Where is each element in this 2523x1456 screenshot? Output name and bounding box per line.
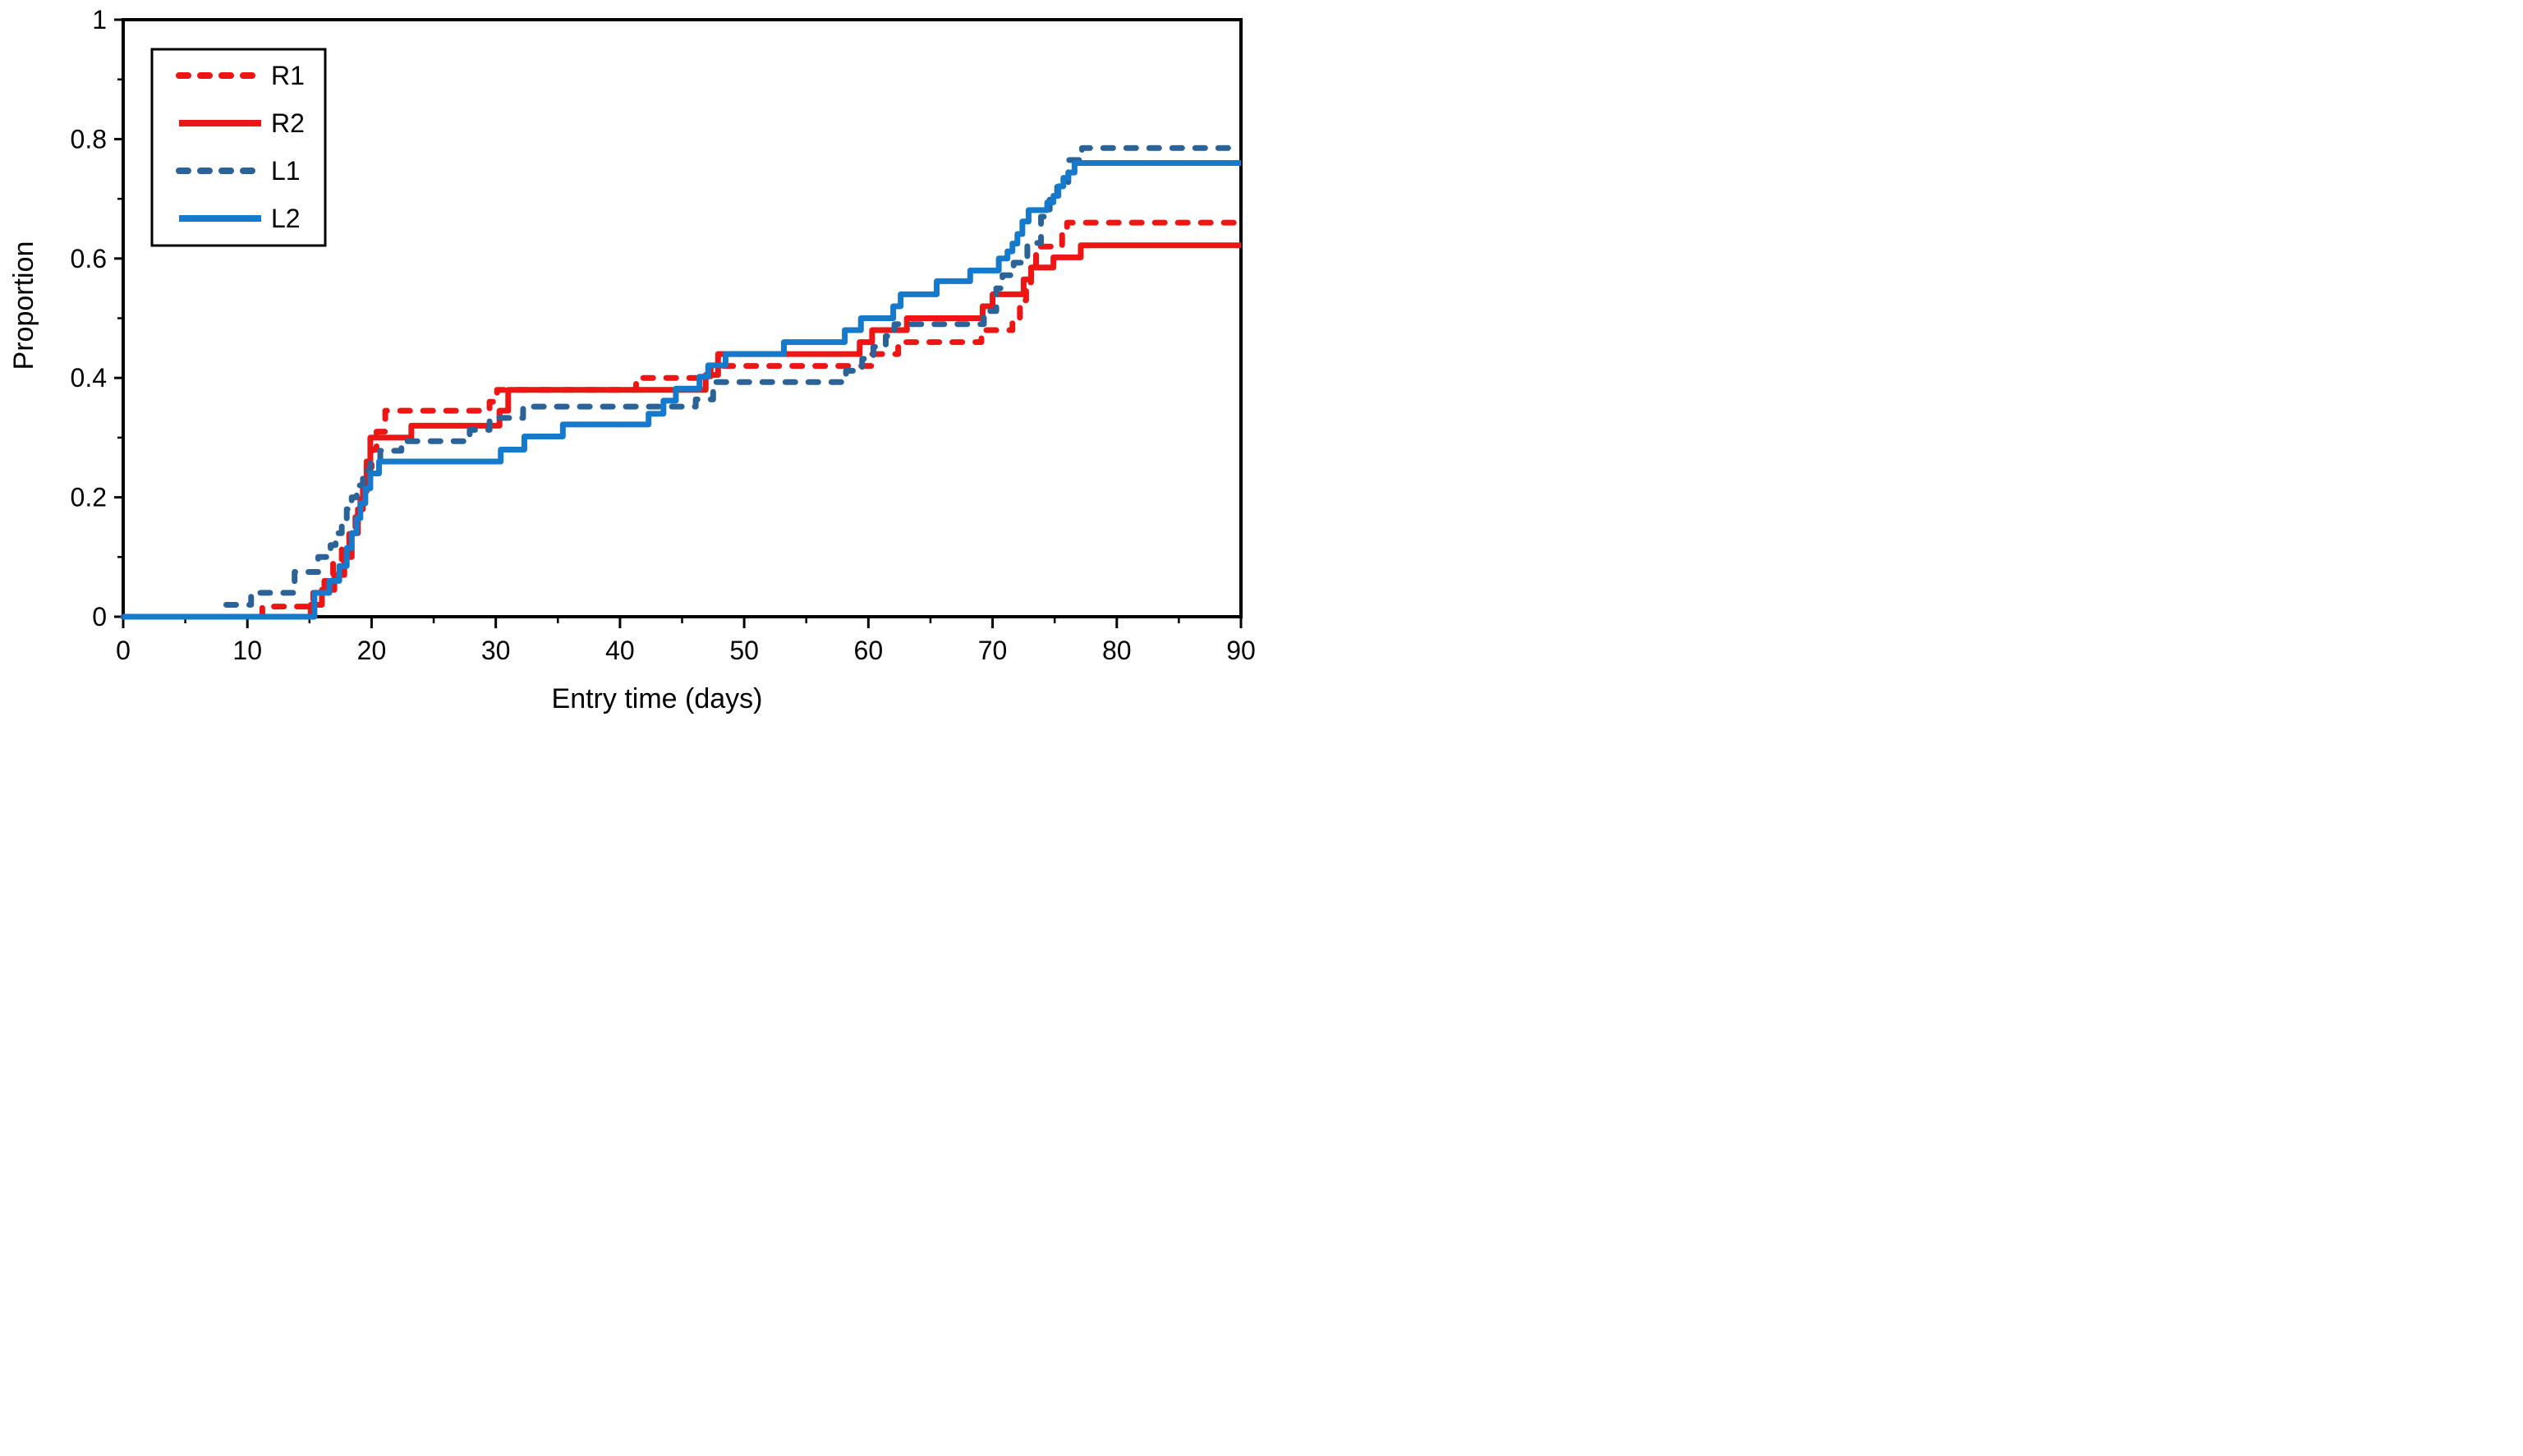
x-tick-label: 40: [605, 636, 635, 665]
x-tick-label: 80: [1102, 636, 1132, 665]
series-line-R1: [120, 219, 1244, 620]
legend-label-R2: R2: [271, 108, 305, 138]
legend: R1 R2 L1 L2: [150, 48, 327, 247]
x-tick-label: 30: [481, 636, 511, 665]
series-line-L1: [120, 145, 1244, 620]
y-tick-label: 1: [92, 5, 107, 34]
y-tick-label: 0.8: [71, 124, 107, 154]
legend-label-L1: L1: [271, 156, 301, 186]
y-tick-label: 0.2: [71, 483, 107, 512]
y-tick-label: 0.4: [71, 363, 107, 393]
step-chart-figure: 0 10 20 30 40 50 60 70 80 90 0 0.2 0.4 0.6 0.8 1 R1 R2 L1…: [0, 0, 1262, 728]
x-tick-label: 70: [978, 636, 1008, 665]
data-series-group: [120, 145, 1244, 620]
series-line-L2: [123, 159, 1241, 620]
y-axis-title: Proportion: [8, 241, 39, 370]
x-tick-label: 50: [729, 636, 759, 665]
x-tick-label: 20: [357, 636, 387, 665]
axis-ticks: [114, 18, 1243, 628]
axis-tick-labels: 0 10 20 30 40 50 60 70 80 90 0 0.2 0.4 0.6 0.8 1: [71, 5, 1256, 665]
x-tick-label: 60: [854, 636, 884, 665]
y-tick-label: 0.6: [71, 244, 107, 273]
chart-canvas: 0 10 20 30 40 50 60 70 80 90 0 0.2 0.4 0.6 0.8 1 R1 R2 L1…: [0, 0, 1262, 728]
legend-label-L2: L2: [271, 204, 301, 233]
y-tick-label: 0: [92, 602, 107, 632]
x-tick-label: 0: [116, 636, 131, 665]
legend-label-R1: R1: [271, 61, 305, 90]
x-tick-label: 90: [1226, 636, 1256, 665]
x-axis-title: Entry time (days): [552, 683, 763, 714]
x-tick-label: 10: [232, 636, 262, 665]
legend-box: [150, 48, 327, 247]
